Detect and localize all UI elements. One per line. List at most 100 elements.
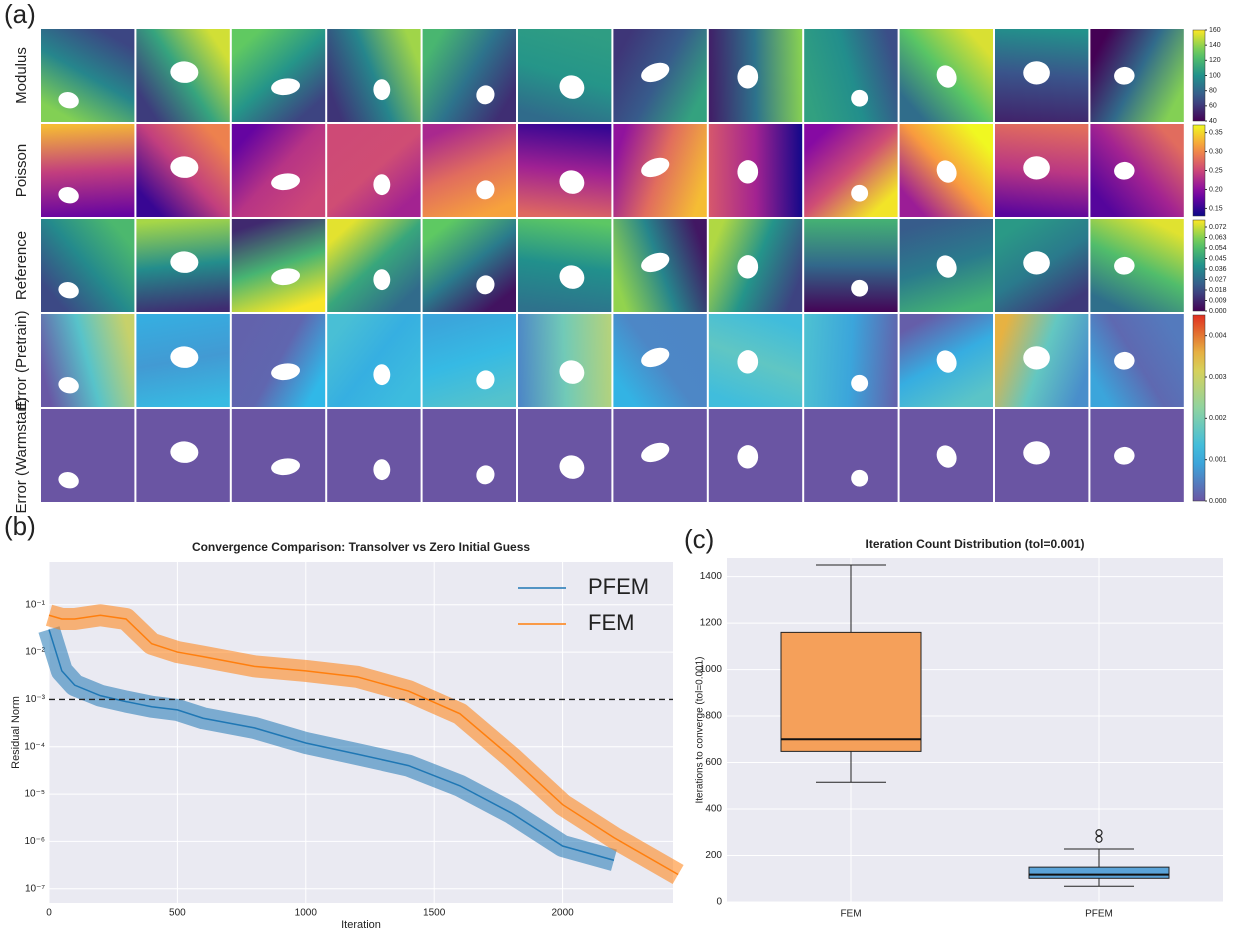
- y-tick-label: 10⁻⁴: [24, 741, 45, 752]
- hole: [1114, 161, 1135, 180]
- hole: [476, 275, 495, 295]
- hole: [936, 350, 957, 373]
- field-image: [422, 314, 516, 407]
- x-tick-label: FEM: [840, 909, 861, 920]
- field-image: [1090, 29, 1184, 122]
- y-tick-label: 10⁻³: [25, 694, 45, 705]
- field-image: [804, 409, 898, 502]
- field-image: [518, 314, 612, 407]
- colorbar-tick-label: 80: [1209, 88, 1217, 95]
- row-label: Modulus: [13, 47, 30, 104]
- y-tick-label: 1400: [700, 571, 723, 582]
- field-image: [327, 29, 421, 122]
- field-image: [327, 409, 421, 502]
- colorbar-tick-label: 0.15: [1209, 205, 1223, 212]
- colorbar: [1192, 314, 1206, 502]
- hole: [271, 268, 300, 286]
- hole: [476, 180, 495, 200]
- hole: [641, 157, 670, 178]
- hole: [1114, 66, 1135, 85]
- hole: [58, 92, 79, 109]
- field-image: [231, 124, 326, 217]
- row-label: Reference: [13, 231, 30, 300]
- hole: [1023, 441, 1050, 465]
- series-line: [48, 614, 679, 876]
- hole: [58, 187, 79, 204]
- x-tick-label: 1500: [423, 908, 446, 919]
- hole: [737, 445, 759, 469]
- chart-title: Convergence Comparison: Transolver vs Ze…: [192, 540, 530, 554]
- hole: [476, 465, 495, 485]
- y-tick-label: 10⁻¹: [25, 599, 45, 610]
- field-image: [41, 409, 135, 502]
- y-axis-label: Residual Norm: [10, 696, 22, 769]
- field-image: [804, 124, 898, 217]
- hole: [559, 75, 585, 99]
- row-label: Error (Pretrain): [13, 310, 30, 410]
- x-tick-label: 2000: [551, 908, 574, 919]
- field-image: [422, 124, 516, 217]
- colorbar-tick-label: 0.000: [1209, 308, 1227, 315]
- colorbar-tick-label: 0.002: [1209, 415, 1227, 422]
- hole: [373, 269, 391, 291]
- x-tick-label: 0: [46, 908, 52, 919]
- hole: [936, 445, 957, 468]
- colorbar: [1192, 219, 1206, 312]
- x-axis-label: Iteration: [341, 919, 381, 931]
- field-image: [518, 29, 612, 122]
- field-image: [422, 409, 516, 502]
- colorbar-tick-label: 140: [1209, 42, 1221, 49]
- field-image: [41, 124, 135, 217]
- panel-label: (c): [684, 524, 714, 554]
- colorbar: [1192, 29, 1206, 122]
- hole: [373, 174, 391, 196]
- y-tick-label: 10⁻²: [25, 647, 45, 658]
- hole: [170, 346, 199, 368]
- hole: [936, 65, 957, 88]
- hole: [641, 252, 670, 273]
- hole: [737, 65, 759, 89]
- field-image: [41, 29, 135, 122]
- hole: [559, 360, 585, 384]
- colorbar-tick-label: 0.003: [1209, 374, 1227, 381]
- field-image: [231, 409, 326, 502]
- hole: [1023, 251, 1050, 275]
- x-tick-label: PFEM: [1085, 909, 1113, 920]
- hole: [737, 255, 759, 279]
- colorbar: [1192, 124, 1206, 217]
- hole: [58, 377, 79, 394]
- legend-label: FEM: [588, 610, 634, 635]
- field-image: [518, 124, 612, 217]
- hole: [271, 78, 300, 96]
- hole: [373, 79, 391, 101]
- colorbar-tick-label: 100: [1209, 72, 1221, 79]
- colorbar-tick-label: 0.054: [1209, 245, 1227, 252]
- legend-label: PFEM: [588, 574, 649, 599]
- hole: [1114, 446, 1135, 465]
- y-tick-label: 200: [705, 850, 722, 861]
- y-tick-label: 0: [716, 897, 722, 908]
- colorbar-tick-label: 60: [1209, 103, 1217, 110]
- hole: [373, 364, 391, 386]
- colorbar-tick-label: 0.036: [1209, 266, 1227, 273]
- panel-label: (b): [4, 511, 36, 541]
- field-image: [804, 219, 898, 312]
- hole: [271, 173, 300, 191]
- hole: [737, 350, 759, 374]
- hole: [559, 455, 585, 479]
- field-image: [1090, 409, 1184, 502]
- colorbar-tick-label: 0.045: [1209, 255, 1227, 262]
- series-line: [48, 629, 615, 861]
- colorbar-tick-label: 0.20: [1209, 186, 1223, 193]
- row-label: Error (Warmstart): [13, 397, 30, 513]
- y-tick-label: 400: [705, 804, 722, 815]
- hole: [851, 374, 869, 392]
- hole: [58, 472, 79, 489]
- hole: [58, 282, 79, 299]
- chart-title: Iteration Count Distribution (tol=0.001): [865, 537, 1084, 551]
- hole: [641, 62, 670, 83]
- hole: [851, 89, 869, 107]
- hole: [1023, 156, 1050, 180]
- hole: [851, 279, 869, 297]
